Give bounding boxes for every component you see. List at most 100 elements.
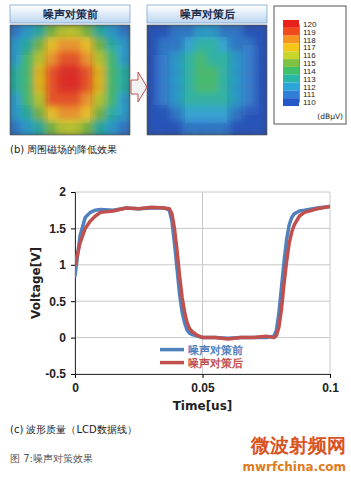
heatmap-cell (57, 38, 71, 54)
panel-frame (10, 25, 130, 135)
y-tick: 2 (59, 185, 75, 199)
heatmap-cell (81, 79, 95, 95)
colorbar-swatch (283, 59, 299, 67)
colorbar-swatch (283, 75, 299, 83)
heatmap-cell (57, 79, 71, 95)
y-tick: 1 (59, 258, 75, 272)
heatmap-cell (33, 107, 47, 123)
y-tick: 1.5 (49, 222, 75, 236)
heatmap-cell (105, 120, 119, 135)
board-image (10, 25, 130, 135)
heatmap-cell (105, 79, 119, 95)
heatmap-cell (105, 93, 119, 109)
heatmap-cell (45, 25, 59, 40)
heatmap-cell (218, 65, 232, 81)
heatmap-cell (206, 38, 220, 54)
y-axis: -0.500.511.52 (45, 185, 75, 381)
x-tick-label: 0.1 (322, 381, 339, 395)
heatmap-cell (21, 79, 35, 95)
heatmap-cell (117, 93, 130, 109)
heatmap-cell (81, 25, 95, 40)
colorbar-tick: 110 (299, 98, 316, 107)
heatmap-cell (33, 93, 47, 109)
y-tick-mark (71, 265, 75, 266)
heatmap-cell (182, 52, 196, 68)
heatmap-cell (158, 65, 172, 81)
heatmap-cell (170, 93, 184, 109)
heatmap-cell (206, 52, 220, 68)
heatmap-cell (117, 38, 130, 54)
caption: (c) 波形质量（LCD数据线） (10, 424, 137, 435)
heatmap-cell (254, 25, 267, 40)
x-tick: 0.1 (322, 374, 339, 395)
colorbar-swatch (283, 90, 299, 98)
heatmap-cell (230, 65, 244, 81)
y-tick-label: 1.5 (49, 222, 66, 236)
panel-title: 噪声对策后 (180, 8, 235, 21)
heatmap-cell (194, 93, 208, 109)
heatmap-cell (218, 52, 232, 68)
board-background (10, 25, 130, 135)
heatmap-cell (57, 107, 71, 123)
series-group (75, 207, 330, 339)
heatmap-cell (69, 79, 83, 95)
legend-label: 噪声对策前 (188, 344, 243, 357)
heatmap-area (10, 25, 130, 135)
colorbar-label: (dBμV) (317, 112, 343, 121)
heatmap-cell (254, 120, 267, 135)
heatmap-cell (21, 25, 35, 40)
heatmap-cell (45, 52, 59, 68)
x-tick-mark (330, 374, 331, 378)
heatmap-cell (242, 93, 256, 109)
legend: 噪声对策前噪声对策后 (160, 344, 243, 370)
heatmap-cell (182, 93, 196, 109)
heatmap-cell (182, 120, 196, 135)
heatmap-cell (242, 38, 256, 54)
panel-title: 噪声对策前 (43, 8, 98, 21)
grid-line-x (330, 192, 331, 374)
heatmap-cell (117, 52, 130, 68)
heatmap-cell (117, 107, 130, 123)
heatmap-cell (194, 79, 208, 95)
heatmap-cell (93, 52, 107, 68)
y-axis-line (71, 193, 76, 375)
heatmap-cell (117, 120, 130, 135)
heatmap-cell (254, 107, 267, 123)
y-tick-label: 0 (59, 331, 66, 345)
heatmap-cell (21, 93, 35, 109)
heatmap-cell (105, 25, 119, 40)
heatmap-cell (182, 107, 196, 123)
heatmap-cell (242, 79, 256, 95)
heatmap-panel: 噪声对策后 (146, 5, 268, 136)
heatmap-cell (242, 120, 256, 135)
heatmap-cell (182, 65, 196, 81)
heatmap-cell (21, 38, 35, 54)
heatmap-cell (33, 79, 47, 95)
heatmap-cell (158, 25, 172, 40)
heatmap-cell (21, 120, 35, 135)
heatmap-cell (81, 93, 95, 109)
heatmap-cell (254, 65, 267, 81)
watermark-url: mwrfchina.com (242, 460, 346, 474)
heatmap-cell (194, 107, 208, 123)
heatmap-cell (254, 38, 267, 54)
colorbar-tick-label: 110 (303, 98, 316, 107)
grid (75, 192, 330, 374)
heatmap-cell (158, 120, 172, 135)
heatmap-cell (254, 52, 267, 68)
y-tick-mark (71, 228, 75, 229)
y-tick-mark (71, 338, 75, 339)
heatmap-cell (230, 52, 244, 68)
x-axis-title: Time[us] (173, 399, 233, 413)
y-tick: 0.5 (49, 295, 75, 309)
y-tick-mark (71, 374, 75, 375)
x-tick-label: 0 (72, 381, 79, 395)
heatmap-cell (81, 38, 95, 54)
heatmap-cell (242, 65, 256, 81)
heatmap-cell (170, 38, 184, 54)
x-axis: 00.050.1 (72, 374, 339, 395)
heatmap-cell (158, 79, 172, 95)
heatmap-cell (69, 38, 83, 54)
heatmap-cell (21, 52, 35, 68)
caption: (b) 周围磁场的降低效果 (10, 144, 117, 155)
